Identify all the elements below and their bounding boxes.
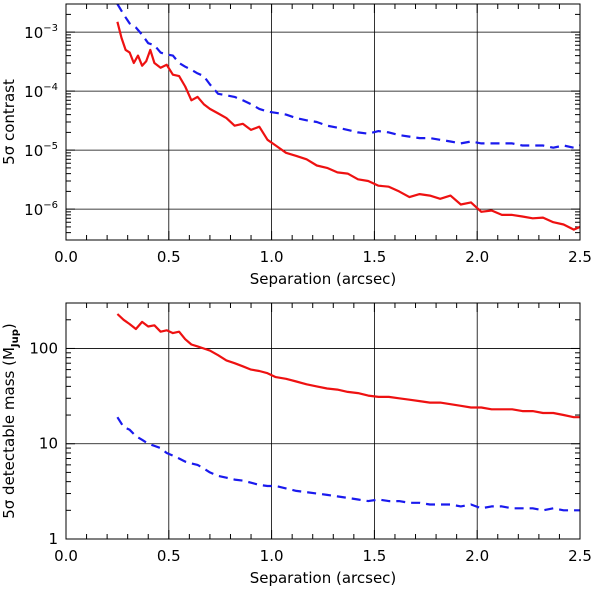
x-tick-label: 1.0	[260, 547, 284, 565]
y-tick-exponent: −3	[43, 23, 58, 34]
x-tick-label: 0.0	[54, 547, 78, 565]
y-tick-label: 100	[29, 339, 58, 357]
y-tick-label: 10−3	[24, 23, 58, 42]
y-axis-label-sub: Jup	[10, 329, 21, 348]
contrast-panel: 0.0 0.5 1.0 1.5 2.0 2.510−610−510−410−3Separa…	[0, 3, 592, 288]
x-tick-label: 1.5	[362, 248, 386, 266]
solid-series-line	[116, 21, 580, 231]
x-tick-label: 1.0	[260, 248, 284, 266]
x-tick-label: 2.0	[465, 248, 489, 266]
y-tick-mantissa: 10	[24, 83, 43, 101]
y-axis-label: 5σ contrast	[0, 79, 18, 165]
x-tick-label: 2.5	[568, 248, 592, 266]
y-tick-label: 10−5	[24, 141, 58, 160]
x-tick-label: 0.5	[157, 248, 181, 266]
y-tick-exponent: −4	[43, 82, 58, 93]
y-axis-label-text: 5σ contrast	[0, 79, 18, 165]
plot-frame	[65, 302, 581, 540]
y-tick-exponent: −6	[43, 200, 58, 211]
y-axis-label-close: )	[0, 323, 18, 329]
dashed-series-line	[116, 416, 580, 512]
y-tick-label: 10	[39, 435, 58, 453]
y-tick-label: 10−4	[24, 82, 58, 101]
x-tick-label: 2.5	[568, 547, 592, 565]
x-tick-label: 0.0	[54, 248, 78, 266]
mass-panel: 0.0 0.5 1.0 1.5 2.0 2.5 1 10 100 Separation (arcs…	[0, 302, 592, 587]
plot-frame	[65, 3, 581, 241]
y-tick-exponent: −5	[43, 141, 58, 152]
x-axis-label: Separation (arcsec)	[250, 270, 397, 288]
x-tick-label: 2.0	[465, 547, 489, 565]
y-tick-label: 1	[48, 530, 58, 548]
y-tick-mantissa: 10	[24, 142, 43, 160]
y-tick-mantissa: 10	[24, 201, 43, 219]
dashed-series-line	[116, 4, 580, 149]
y-axis-label: 5σ detectable mass (MJup)	[0, 323, 21, 519]
y-tick-label: 10−6	[24, 200, 58, 219]
x-tick-label: 1.5	[362, 547, 386, 565]
y-tick-mantissa: 10	[24, 24, 43, 42]
solid-series-line	[116, 313, 580, 419]
y-axis-label-text: 5σ detectable mass (M	[0, 347, 18, 519]
x-axis-label: Separation (arcsec)	[250, 569, 397, 587]
x-tick-label: 0.5	[157, 547, 181, 565]
